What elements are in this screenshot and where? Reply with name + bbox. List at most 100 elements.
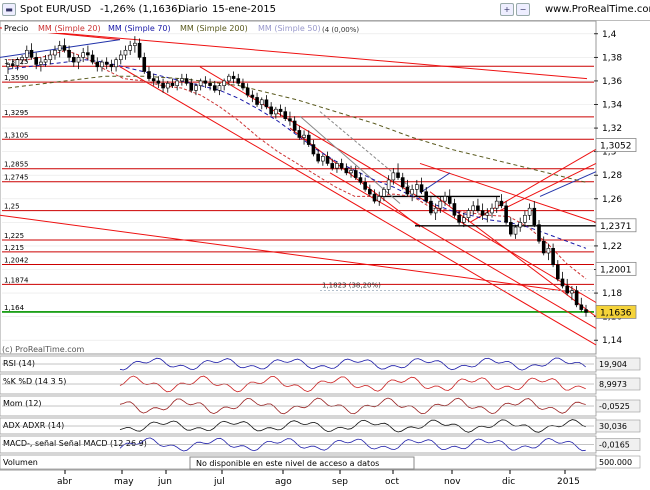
candle-body [236, 78, 241, 84]
legend-price[interactable]: Precio [4, 24, 28, 33]
indicator-title: Volumen [3, 458, 38, 467]
candle-body [410, 189, 414, 195]
candle-body [245, 87, 250, 96]
candle-body [480, 210, 485, 216]
zoom-in-icon[interactable]: + [500, 3, 514, 16]
candle-body [490, 207, 494, 214]
support-label: 1,3295 [4, 109, 29, 117]
indicator-value: 500.000 [599, 458, 632, 467]
candle-body [438, 200, 443, 209]
candle-body [137, 42, 142, 58]
channel-line [539, 171, 597, 197]
candle-body [415, 184, 419, 190]
indicator-title: %K %D (14 3 5) [3, 377, 66, 386]
no-access-notice: No disponible en este nivel de acceso a … [196, 459, 379, 468]
candle-body [39, 61, 43, 65]
candle-body [180, 78, 184, 82]
candle-body [556, 264, 560, 280]
candle-body [278, 108, 283, 112]
legend-ma70[interactable]: MM (Simple 70) [108, 24, 171, 33]
indicator-line [119, 397, 586, 415]
x-axis: abr may jun jul ago sep oct nov dic 2015 [0, 469, 596, 487]
indicator-title: ADX ADXR (14) [3, 421, 64, 430]
candle-body [222, 80, 226, 86]
candle-body [292, 120, 297, 131]
candle-body [142, 57, 147, 72]
chart-type-icon[interactable]: ▬ [2, 3, 16, 16]
candle-body [419, 184, 424, 193]
candle-body [424, 191, 429, 202]
indicator-title: RSI (14) [3, 359, 35, 368]
annotations: 1,1823 (38,20%) (4 (0,00%) [322, 26, 381, 289]
legend-ma50[interactable]: MM (Simple 50) [258, 24, 321, 33]
support-label: 1,2745 [4, 174, 29, 182]
zoom-out-icon[interactable]: − [516, 3, 530, 16]
candle-body [67, 49, 71, 58]
candle-body [443, 196, 447, 202]
support-label: 1,3590 [4, 74, 29, 82]
legend-ma200[interactable]: MM (Simple 200) [180, 24, 248, 33]
candle-body [523, 214, 527, 223]
candle-body [259, 99, 264, 105]
legend-ma20[interactable]: MM (Simple 20) [38, 24, 101, 33]
candle-body [565, 285, 570, 294]
candle-body [128, 45, 132, 51]
candle-body [90, 54, 95, 63]
candle-body [175, 80, 179, 86]
y-tick-label: 1,34 [602, 101, 622, 111]
indicator-line [119, 357, 586, 371]
candle-body [306, 134, 311, 145]
candle-body [288, 118, 292, 122]
price-label-box [595, 304, 637, 319]
date-label: 15-ene-2015 [212, 4, 277, 15]
candle-body [6, 64, 10, 68]
candle-body [269, 106, 273, 115]
y-tick-label: 1,4 [602, 30, 617, 40]
candle-body [208, 82, 212, 86]
candle-body [316, 153, 320, 162]
y-tick-label: 1,18 [602, 289, 622, 299]
candles [6, 36, 588, 317]
candle-body [485, 212, 490, 216]
candle-body [504, 205, 508, 223]
y-tick-label: 1,14 [602, 336, 622, 346]
ma-line [7, 75, 587, 183]
support-label: 1,225 [4, 232, 24, 240]
candle-body [241, 82, 245, 89]
period-label: Diario [178, 4, 208, 15]
candle-body [579, 304, 584, 310]
candle-body [53, 49, 57, 56]
candle-body [297, 130, 302, 138]
indicator-value-box [595, 399, 641, 413]
candle-body [81, 52, 85, 58]
candle-body [433, 207, 438, 214]
change-value: -1,26% (1,1636) [100, 4, 182, 15]
indicator-value: 8,9973 [599, 380, 627, 389]
fib-label: 1,1823 (38,20%) [322, 281, 381, 289]
candle-body [29, 49, 34, 58]
grey-channel-line [299, 115, 401, 204]
indicator-line [119, 419, 586, 433]
indicator-panels: RSI (14) 19,904 %K %D (14 3 5) 8,9973 Mom (1… [0, 355, 641, 470]
candle-body [447, 196, 452, 204]
indicator-value-box [595, 357, 641, 371]
candle-body [527, 207, 532, 216]
candle-body [330, 163, 335, 169]
candle-body [165, 82, 170, 89]
candle-body [62, 45, 67, 51]
price-labels: 1,3052 1,2371 1,2001 1,1636 [595, 138, 637, 319]
indicator-title: Mom (12) [3, 399, 42, 408]
candle-body [212, 85, 217, 91]
fib-label: (4 (0,00%) [322, 26, 359, 34]
candle-body [382, 189, 386, 197]
candle-body [471, 205, 476, 211]
price-panel: 1,41,381,361,341,321,31,281,261,241,221,… [0, 20, 637, 355]
price-label: 1,1636 [600, 308, 632, 318]
price-label: 1,3052 [600, 142, 632, 152]
candle-body [123, 49, 128, 56]
x-tick-label: ago [275, 477, 292, 487]
candle-body [574, 290, 579, 306]
candle-body [372, 193, 377, 202]
x-tick-label: 2015 [557, 477, 580, 487]
y-tick-label: 1,3 [602, 148, 616, 158]
